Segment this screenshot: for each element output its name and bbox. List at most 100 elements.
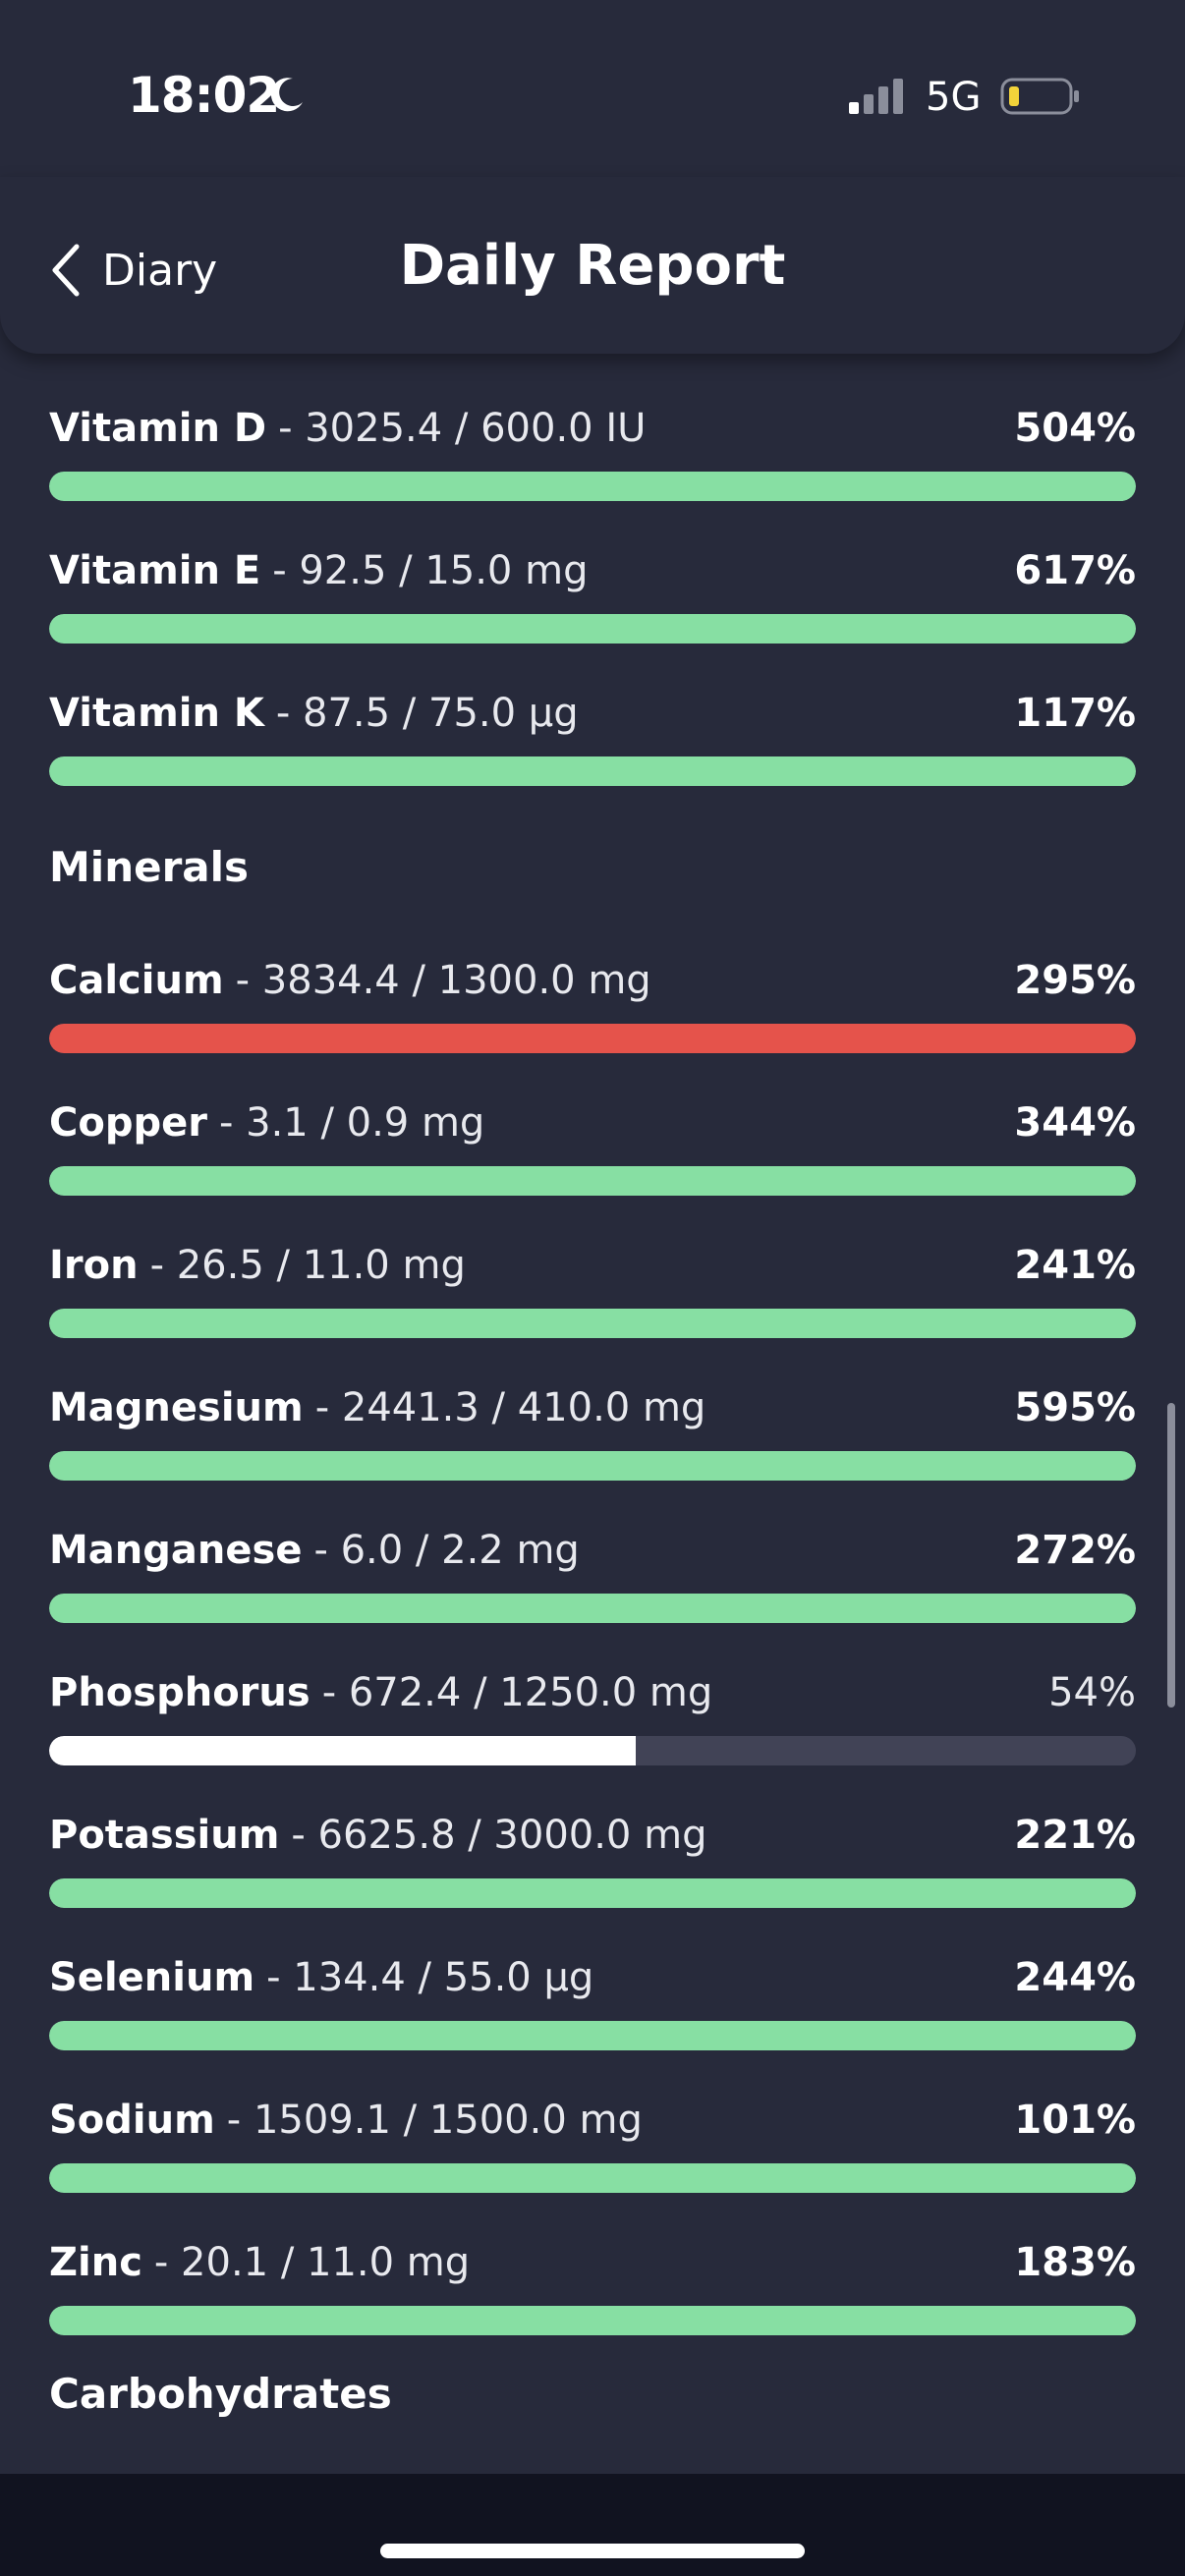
progress-fill [49,2021,1136,2050]
progress-track [49,1309,1136,1338]
progress-fill [49,756,1136,786]
status-bar: 18:02 5G [0,0,1185,177]
report-list[interactable]: Minerals Carbohydrates Vitamin D- 3025.4… [0,354,1185,2476]
moon-icon [270,78,303,112]
nutrient-row[interactable]: Vitamin D- 3025.4 / 600.0 IU 504% [49,398,1136,506]
back-button[interactable]: Diary [47,236,217,305]
nutrient-amount: - 1509.1 / 1500.0 mg [226,2098,643,2143]
progress-fill [49,1878,1136,1908]
nutrient-row[interactable]: Potassium - 6625.8 / 3000.0 mg 221% [49,1805,1136,1913]
nutrient-row[interactable]: Phosphorus - 672.4 / 1250.0 mg 54% [49,1662,1136,1770]
nutrient-percent: 344% [1014,1100,1136,1146]
nutrient-name: Vitamin D [49,406,267,451]
nutrient-percent: 54% [1048,1670,1136,1715]
nutrient-name: Calcium [49,958,224,1003]
progress-fill [49,1594,1136,1623]
nutrient-row[interactable]: Iron - 26.5 / 11.0 mg 241% [49,1235,1136,1343]
nutrient-percent: 183% [1014,2240,1136,2285]
nutrient-name: Potassium [49,1813,280,1858]
nutrient-text: Potassium - 6625.8 / 3000.0 mg [49,1805,1136,1866]
section-minerals: Minerals [49,843,250,891]
nutrient-amount: - 6.0 / 2.2 mg [313,1528,580,1573]
nutrient-amount: - 3.1 / 0.9 mg [218,1100,485,1146]
nutrient-amount: - 3025.4 / 600.0 IU [278,406,647,451]
scrollbar[interactable] [1167,1403,1175,1708]
progress-track [49,1594,1136,1623]
nutrient-percent: 595% [1014,1385,1136,1430]
nutrient-name: Manganese [49,1528,303,1573]
nutrient-percent: 241% [1014,1243,1136,1288]
nutrient-text: Magnesium - 2441.3 / 410.0 mg [49,1377,1136,1438]
nutrient-row[interactable]: Vitamin E- 92.5 / 15.0 mg 617% [49,540,1136,648]
nutrient-percent: 617% [1014,548,1136,593]
nutrient-text: Calcium - 3834.4 / 1300.0 mg [49,950,1136,1011]
nutrient-row[interactable]: Vitamin K- 87.5 / 75.0 µg 117% [49,683,1136,791]
progress-fill [49,2306,1136,2335]
progress-track [49,2163,1136,2193]
nutrient-name: Magnesium [49,1385,304,1430]
page-title: Daily Report [399,234,786,298]
progress-fill [49,1309,1136,1338]
home-indicator[interactable] [380,2544,805,2558]
section-carbohydrates: Carbohydrates [49,2370,392,2418]
nutrient-text: Vitamin E- 92.5 / 15.0 mg [49,540,1136,601]
progress-track [49,756,1136,786]
chevron-left-icon [52,244,80,297]
nutrient-percent: 101% [1014,2098,1136,2143]
nav-bar: Diary Daily Report [0,177,1185,354]
progress-fill [49,614,1136,644]
nutrient-amount: - 92.5 / 15.0 mg [272,548,589,593]
nutrient-name: Vitamin E [49,548,261,593]
progress-track [49,614,1136,644]
progress-track [49,1451,1136,1481]
nutrient-row[interactable]: Copper - 3.1 / 0.9 mg 344% [49,1092,1136,1201]
nutrient-name: Copper [49,1100,207,1146]
nutrient-text: Manganese - 6.0 / 2.2 mg [49,1520,1136,1581]
progress-track [49,2021,1136,2050]
nutrient-row[interactable]: Selenium - 134.4 / 55.0 µg 244% [49,1947,1136,2055]
nutrient-row[interactable]: Manganese - 6.0 / 2.2 mg 272% [49,1520,1136,1628]
nutrient-row[interactable]: Sodium - 1509.1 / 1500.0 mg 101% [49,2090,1136,2198]
nutrient-amount: - 20.1 / 11.0 mg [153,2240,471,2285]
nutrient-name: Phosphorus [49,1670,310,1715]
nutrient-text: Sodium - 1509.1 / 1500.0 mg [49,2090,1136,2151]
nutrient-row[interactable]: Magnesium - 2441.3 / 410.0 mg 595% [49,1377,1136,1485]
progress-track [49,1878,1136,1908]
nutrient-percent: 295% [1014,958,1136,1003]
nutrient-name: Vitamin K [49,691,264,736]
home-bar-area [0,2474,1185,2576]
nutrient-name: Sodium [49,2098,215,2143]
nutrient-text: Iron - 26.5 / 11.0 mg [49,1235,1136,1296]
nutrient-row[interactable]: Zinc - 20.1 / 11.0 mg 183% [49,2232,1136,2340]
progress-fill [49,472,1136,501]
nutrient-name: Iron [49,1243,139,1288]
nutrient-row[interactable]: Calcium - 3834.4 / 1300.0 mg 295% [49,950,1136,1058]
nutrient-name: Zinc [49,2240,142,2285]
progress-fill [49,2163,1136,2193]
nutrient-text: Vitamin K- 87.5 / 75.0 µg [49,683,1136,744]
progress-track [49,2306,1136,2335]
progress-track [49,1024,1136,1053]
nutrient-percent: 504% [1014,406,1136,451]
progress-fill [49,1024,1136,1053]
progress-fill [49,1736,637,1765]
battery-icon [1000,78,1079,115]
nutrient-text: Vitamin D- 3025.4 / 600.0 IU [49,398,1136,459]
nutrient-amount: - 672.4 / 1250.0 mg [321,1670,713,1715]
nutrient-text: Selenium - 134.4 / 55.0 µg [49,1947,1136,2008]
progress-track [49,1736,1136,1765]
progress-track [49,1166,1136,1196]
back-label: Diary [102,245,218,296]
nutrient-text: Phosphorus - 672.4 / 1250.0 mg [49,1662,1136,1723]
nutrient-name: Selenium [49,1955,255,2000]
progress-track [49,472,1136,501]
nutrient-amount: - 26.5 / 11.0 mg [149,1243,466,1288]
nutrient-percent: 117% [1014,691,1136,736]
network-label: 5G [926,75,982,120]
signal-icon [849,79,903,114]
status-time: 18:02 [128,67,280,124]
nutrient-amount: - 2441.3 / 410.0 mg [314,1385,706,1430]
nutrient-percent: 244% [1014,1955,1136,2000]
nutrient-text: Copper - 3.1 / 0.9 mg [49,1092,1136,1153]
nutrient-amount: - 3834.4 / 1300.0 mg [235,958,651,1003]
